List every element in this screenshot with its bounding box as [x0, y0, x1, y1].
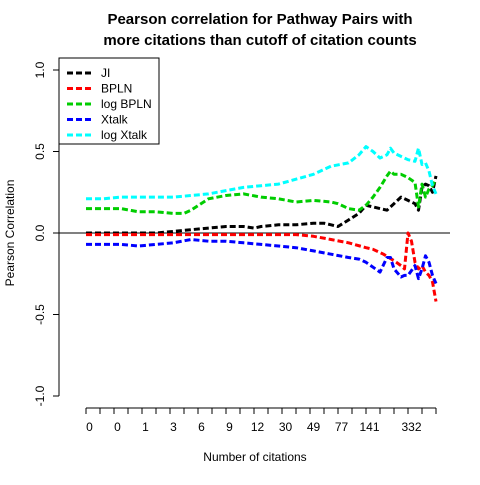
x-tick-label: 1	[142, 420, 149, 434]
x-tick-label: 0	[86, 420, 93, 434]
x-tick-label: 9	[226, 420, 233, 434]
series-line-xtalk	[86, 238, 438, 285]
x-axis-title: Number of citations	[203, 450, 306, 464]
x-tick-label: 77	[335, 420, 349, 434]
y-tick-label: 0.5	[33, 143, 47, 160]
y-tick-label: 0.0	[33, 224, 47, 241]
y-tick-label: 1.0	[33, 61, 47, 78]
x-tick-label: 0	[114, 420, 121, 434]
x-tick-label: 30	[279, 420, 293, 434]
x-tick-label: 49	[307, 420, 321, 434]
series-line-log-xtalk	[86, 145, 438, 201]
chart-title-line1: Pearson correlation for Pathway Pairs wi…	[107, 11, 412, 28]
series-line-ji	[86, 175, 438, 235]
chart-title-line2: more citations than cutoff of citation c…	[103, 32, 416, 49]
y-axis-title: Pearson Correlation	[3, 180, 17, 287]
x-tick-label: 141	[359, 420, 379, 434]
x-tick-label: 12	[251, 420, 265, 434]
legend-label-xtalk: Xtalk	[101, 113, 129, 127]
legend-label-log-bpln: log BPLN	[101, 97, 152, 111]
x-tick-label: 332	[401, 420, 421, 434]
x-tick-label: 3	[170, 420, 177, 434]
y-tick-label: -0.5	[33, 304, 47, 325]
series-line-bpln	[86, 231, 438, 302]
legend-label-ji: JI	[101, 66, 110, 80]
legend-box	[58, 57, 160, 145]
plot-area: -1.0 -0.5 0.0 0.5 1.0 0 0 1 3 6 9 12 30 49 77 141 332	[33, 61, 450, 434]
legend-label-log-xtalk: log Xtalk	[101, 128, 148, 142]
y-tick-label: -1.0	[33, 385, 47, 406]
series-line-log-bpln	[86, 169, 438, 215]
legend-label-bpln: BPLN	[101, 82, 132, 96]
x-tick-label: 6	[198, 420, 205, 434]
